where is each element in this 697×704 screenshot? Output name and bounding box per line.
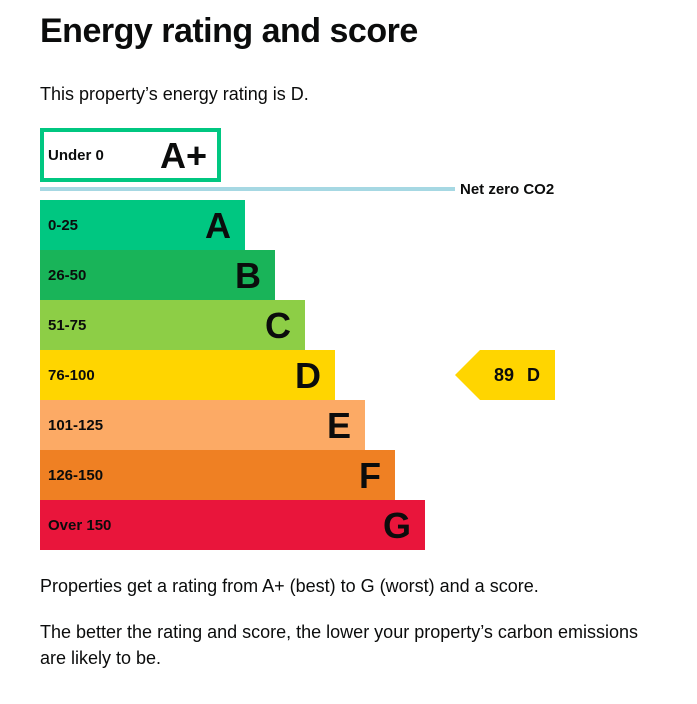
band-b: 26-50 B: [40, 250, 275, 300]
current-rating-arrow: [455, 350, 555, 400]
band-bar-g: [40, 500, 425, 550]
band-letter-label: F: [359, 455, 381, 496]
band-range-label: 0-25: [48, 217, 78, 234]
band-a-plus: Under 0 A+: [40, 128, 221, 182]
band-range-label: Over 150: [48, 517, 111, 534]
rating-explanation: Properties get a rating from A+ (best) t…: [40, 576, 539, 596]
band-g: Over 150 G: [40, 500, 425, 550]
band-letter-label: G: [383, 505, 411, 546]
current-rating-marker: 89 D: [455, 350, 555, 400]
band-d: 76-100 D: [40, 350, 335, 400]
band-range-label: 76-100: [48, 367, 95, 384]
band-range-label: 26-50: [48, 267, 86, 284]
band-bar-a: [40, 200, 245, 250]
band-range-label: 51-75: [48, 317, 86, 334]
current-letter-label: D: [527, 365, 540, 385]
band-letter-label: A: [205, 205, 231, 246]
band-letter-label: E: [327, 405, 351, 446]
current-score-label: 89: [494, 365, 514, 385]
rating-summary: This property’s energy rating is D.: [40, 84, 309, 104]
rating-bands: Under 0 A+0-25 A26-50 B51-75 C76-100 D101-125…: [40, 128, 425, 550]
band-letter-label: D: [295, 355, 321, 396]
band-letter-label: C: [265, 305, 291, 346]
page-title: Energy rating and score: [40, 12, 418, 50]
band-letter-label: B: [235, 255, 261, 296]
band-a: 0-25 A: [40, 200, 245, 250]
band-bar-e: [40, 400, 365, 450]
band-c: 51-75 C: [40, 300, 305, 350]
carbon-emissions-note: The better the rating and score, the low…: [40, 622, 638, 668]
band-e: 101-125 E: [40, 400, 365, 450]
band-bar-a-plus: [40, 128, 221, 182]
net-zero-marker: Net zero CO2: [40, 181, 554, 198]
band-bar-c: [40, 300, 305, 350]
band-bar-b: [40, 250, 275, 300]
band-letter-label: A+: [160, 135, 207, 176]
net-zero-label: Net zero CO2: [460, 181, 554, 198]
band-range-label: 101-125: [48, 417, 103, 434]
band-bar-d: [40, 350, 335, 400]
band-range-label: Under 0: [48, 147, 104, 164]
band-bar-f: [40, 450, 395, 500]
band-f: 126-150 F: [40, 450, 395, 500]
band-range-label: 126-150: [48, 467, 103, 484]
net-zero-line: [40, 187, 455, 191]
